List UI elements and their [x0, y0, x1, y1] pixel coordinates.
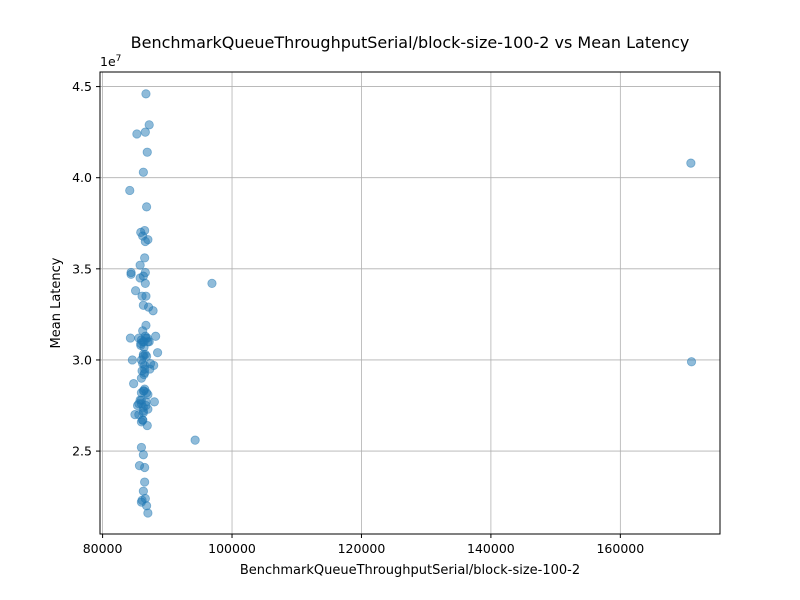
- y-tick-label: 4.5: [72, 79, 92, 94]
- x-tick-label: 140000: [467, 541, 515, 556]
- data-point: [138, 167, 148, 177]
- data-point: [134, 461, 145, 471]
- chart-title: BenchmarkQueueThroughputSerial/block-siz…: [131, 33, 690, 52]
- data-point: [141, 400, 151, 411]
- plot-frame: [99, 71, 721, 535]
- x-axis-label: BenchmarkQueueThroughputSerial/block-siz…: [240, 563, 580, 578]
- data-point: [136, 373, 147, 383]
- data-point: [125, 333, 136, 343]
- axes: [99, 71, 721, 535]
- data-point: [135, 395, 145, 405]
- data-point: [135, 260, 145, 270]
- data-point: [141, 89, 151, 99]
- data-point: [149, 397, 159, 407]
- data-point: [138, 300, 148, 310]
- data-point: [141, 291, 151, 301]
- data-point: [152, 348, 163, 358]
- data-point: [142, 147, 152, 157]
- data-point: [125, 185, 135, 196]
- data-point: [136, 355, 147, 365]
- data-point: [140, 253, 150, 263]
- data-point: [140, 278, 150, 289]
- data-point: [144, 120, 154, 130]
- x-tick-label: 120000: [338, 541, 386, 556]
- data-point: [686, 158, 696, 168]
- data-point: [139, 337, 149, 347]
- y-tick-label: 2.5: [72, 444, 92, 459]
- data-point: [140, 236, 150, 247]
- x-tick-label: 100000: [208, 541, 256, 556]
- data-point: [127, 355, 137, 365]
- data-point: [130, 286, 141, 296]
- x-axis-ticks: 80000 100000 120000 140000 160000: [83, 534, 644, 556]
- data-point: [130, 410, 140, 420]
- grid-lines: [100, 72, 720, 534]
- data-point: [140, 364, 150, 374]
- scatter-points: [125, 89, 697, 518]
- data-point: [141, 202, 152, 212]
- data-point: [190, 435, 200, 445]
- y-tick-label: 3.5: [72, 261, 92, 276]
- y-axis-label: Mean Latency: [49, 257, 64, 348]
- data-point: [140, 127, 150, 137]
- x-tick-label: 80000: [83, 541, 123, 556]
- data-point: [129, 379, 139, 389]
- data-point: [139, 386, 149, 396]
- data-point: [143, 508, 153, 518]
- data-point: [136, 417, 147, 427]
- x-tick-label: 160000: [596, 541, 644, 556]
- data-point: [126, 269, 136, 279]
- data-point: [145, 358, 156, 369]
- y-tick-label: 4.0: [72, 170, 92, 185]
- data-point: [207, 278, 217, 289]
- data-point: [136, 442, 147, 453]
- data-point: [140, 477, 150, 487]
- data-point: [132, 129, 142, 139]
- data-point: [140, 267, 150, 278]
- y-axis-offset-label: 1e7: [100, 54, 121, 69]
- y-axis-ticks: 2.5 3.0 3.5 4.0 4.5: [72, 79, 100, 459]
- y-tick-label: 3.0: [72, 352, 92, 367]
- data-point: [686, 357, 697, 367]
- data-point: [140, 493, 150, 504]
